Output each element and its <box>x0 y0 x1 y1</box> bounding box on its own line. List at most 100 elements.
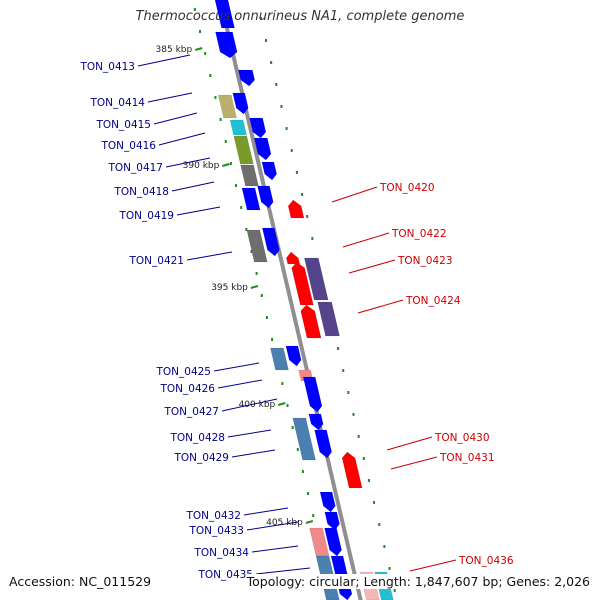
gene-label[interactable]: TON_0421 <box>128 255 184 267</box>
gene-label[interactable]: TON_0429 <box>173 452 229 464</box>
scale-dot <box>275 83 278 86</box>
gene-feature[interactable] <box>262 227 281 257</box>
gene-feature[interactable] <box>317 301 340 337</box>
scale-dot <box>295 171 298 174</box>
gene-feature[interactable] <box>214 0 235 29</box>
gene-label[interactable]: TON_0431 <box>439 452 495 464</box>
gene-label[interactable]: TON_0434 <box>193 547 249 559</box>
gene-label[interactable]: TON_0425 <box>155 366 211 378</box>
gene-feature[interactable] <box>249 117 268 139</box>
leader-line <box>246 521 299 531</box>
gene-label[interactable]: TON_0414 <box>89 97 145 109</box>
scale-dot <box>193 8 196 11</box>
scale-dot <box>337 347 340 350</box>
gene-feature[interactable] <box>304 257 329 301</box>
kbp-tick <box>222 163 230 167</box>
scale-dot <box>204 52 207 55</box>
gene-label[interactable]: TON_0428 <box>169 432 225 444</box>
gene-label[interactable]: TON_0423 <box>397 255 453 267</box>
leader-line <box>158 132 206 146</box>
gene-feature[interactable] <box>319 491 337 513</box>
leader-line <box>243 507 289 516</box>
genome-stats: Topology: circular; Length: 1,847,607 bp… <box>246 574 590 589</box>
gene-label[interactable]: TON_0426 <box>159 383 215 395</box>
gene-feature[interactable] <box>238 69 256 87</box>
scale-dot <box>367 479 370 482</box>
scale-dot <box>280 105 283 108</box>
gene-feature[interactable] <box>253 137 272 161</box>
kbp-tick-label: 405 kbp <box>266 518 303 528</box>
gene-feature[interactable] <box>257 185 275 209</box>
gene-label[interactable]: TON_0432 <box>185 510 241 522</box>
leader-line <box>386 436 433 451</box>
gene-feature[interactable] <box>308 413 325 431</box>
kbp-tick <box>305 520 314 524</box>
scale-dot <box>271 338 274 341</box>
gene-feature[interactable] <box>270 347 289 371</box>
kbp-tick <box>277 402 286 406</box>
kbp-tick-label: 400 kbp <box>239 400 276 410</box>
gene-feature[interactable] <box>241 187 261 211</box>
scale-dot <box>285 127 288 130</box>
leader-line <box>251 545 299 553</box>
leader-line <box>217 379 263 389</box>
gene-feature[interactable] <box>324 527 343 557</box>
scale-dot <box>291 426 294 429</box>
gene-label[interactable]: TON_0430 <box>434 432 490 444</box>
leader-line <box>231 449 276 458</box>
scale-dot <box>224 140 227 143</box>
scale-dot <box>245 228 248 231</box>
gene-label[interactable]: TON_0422 <box>391 228 447 240</box>
gene-label[interactable]: TON_0417 <box>107 162 163 174</box>
scale-dot <box>199 30 202 33</box>
kbp-tick-label: 385 kbp <box>156 45 193 55</box>
gene-feature[interactable] <box>292 417 316 461</box>
scale-dot <box>383 545 386 548</box>
gene-label[interactable]: TON_0433 <box>188 525 244 537</box>
leader-line <box>147 92 193 103</box>
gene-feature[interactable] <box>299 304 322 339</box>
kbp-tick <box>194 47 203 51</box>
gene-feature[interactable] <box>290 261 314 306</box>
gene-feature[interactable] <box>232 92 250 115</box>
gene-label[interactable]: TON_0436 <box>458 555 514 567</box>
gene-feature[interactable] <box>215 31 238 59</box>
scale-dot <box>214 96 217 99</box>
scale-dot <box>373 501 376 504</box>
gene-feature[interactable] <box>341 451 363 489</box>
gene-feature[interactable] <box>287 199 305 219</box>
scale-dot <box>393 589 396 592</box>
gene-feature[interactable] <box>240 164 259 187</box>
kbp-tick-label: 395 kbp <box>211 283 248 293</box>
scale-dot <box>378 523 381 526</box>
gene-label[interactable]: TON_0435 <box>197 569 253 581</box>
leader-line <box>255 567 311 575</box>
gene-feature[interactable] <box>246 229 268 263</box>
gene-feature[interactable] <box>324 511 341 531</box>
leader-line <box>409 559 457 572</box>
scale-dot <box>260 294 263 297</box>
gene-feature[interactable] <box>229 119 247 136</box>
gene-feature[interactable] <box>233 135 254 165</box>
gene-label[interactable]: TON_0419 <box>118 210 174 222</box>
gene-label[interactable]: TON_0427 <box>163 406 219 418</box>
scale-dot <box>270 61 273 64</box>
gene-feature[interactable] <box>314 429 334 459</box>
gene-feature[interactable] <box>217 94 237 119</box>
gene-label[interactable]: TON_0415 <box>95 119 151 131</box>
gene-feature[interactable] <box>285 251 301 265</box>
gene-feature[interactable] <box>302 376 323 413</box>
leader-line <box>153 112 198 125</box>
scale-dot <box>219 118 222 121</box>
scale-dot <box>265 39 268 42</box>
gene-feature[interactable] <box>261 161 278 181</box>
gene-label[interactable]: TON_0416 <box>100 140 156 152</box>
gene-label[interactable]: TON_0420 <box>379 182 435 194</box>
gene-label[interactable]: TON_0418 <box>113 186 169 198</box>
scale-dot <box>347 391 350 394</box>
gene-label[interactable]: TON_0424 <box>405 295 461 307</box>
gene-label[interactable]: TON_0413 <box>79 61 135 73</box>
scale-dot <box>306 215 309 218</box>
gene-feature[interactable] <box>285 345 303 367</box>
